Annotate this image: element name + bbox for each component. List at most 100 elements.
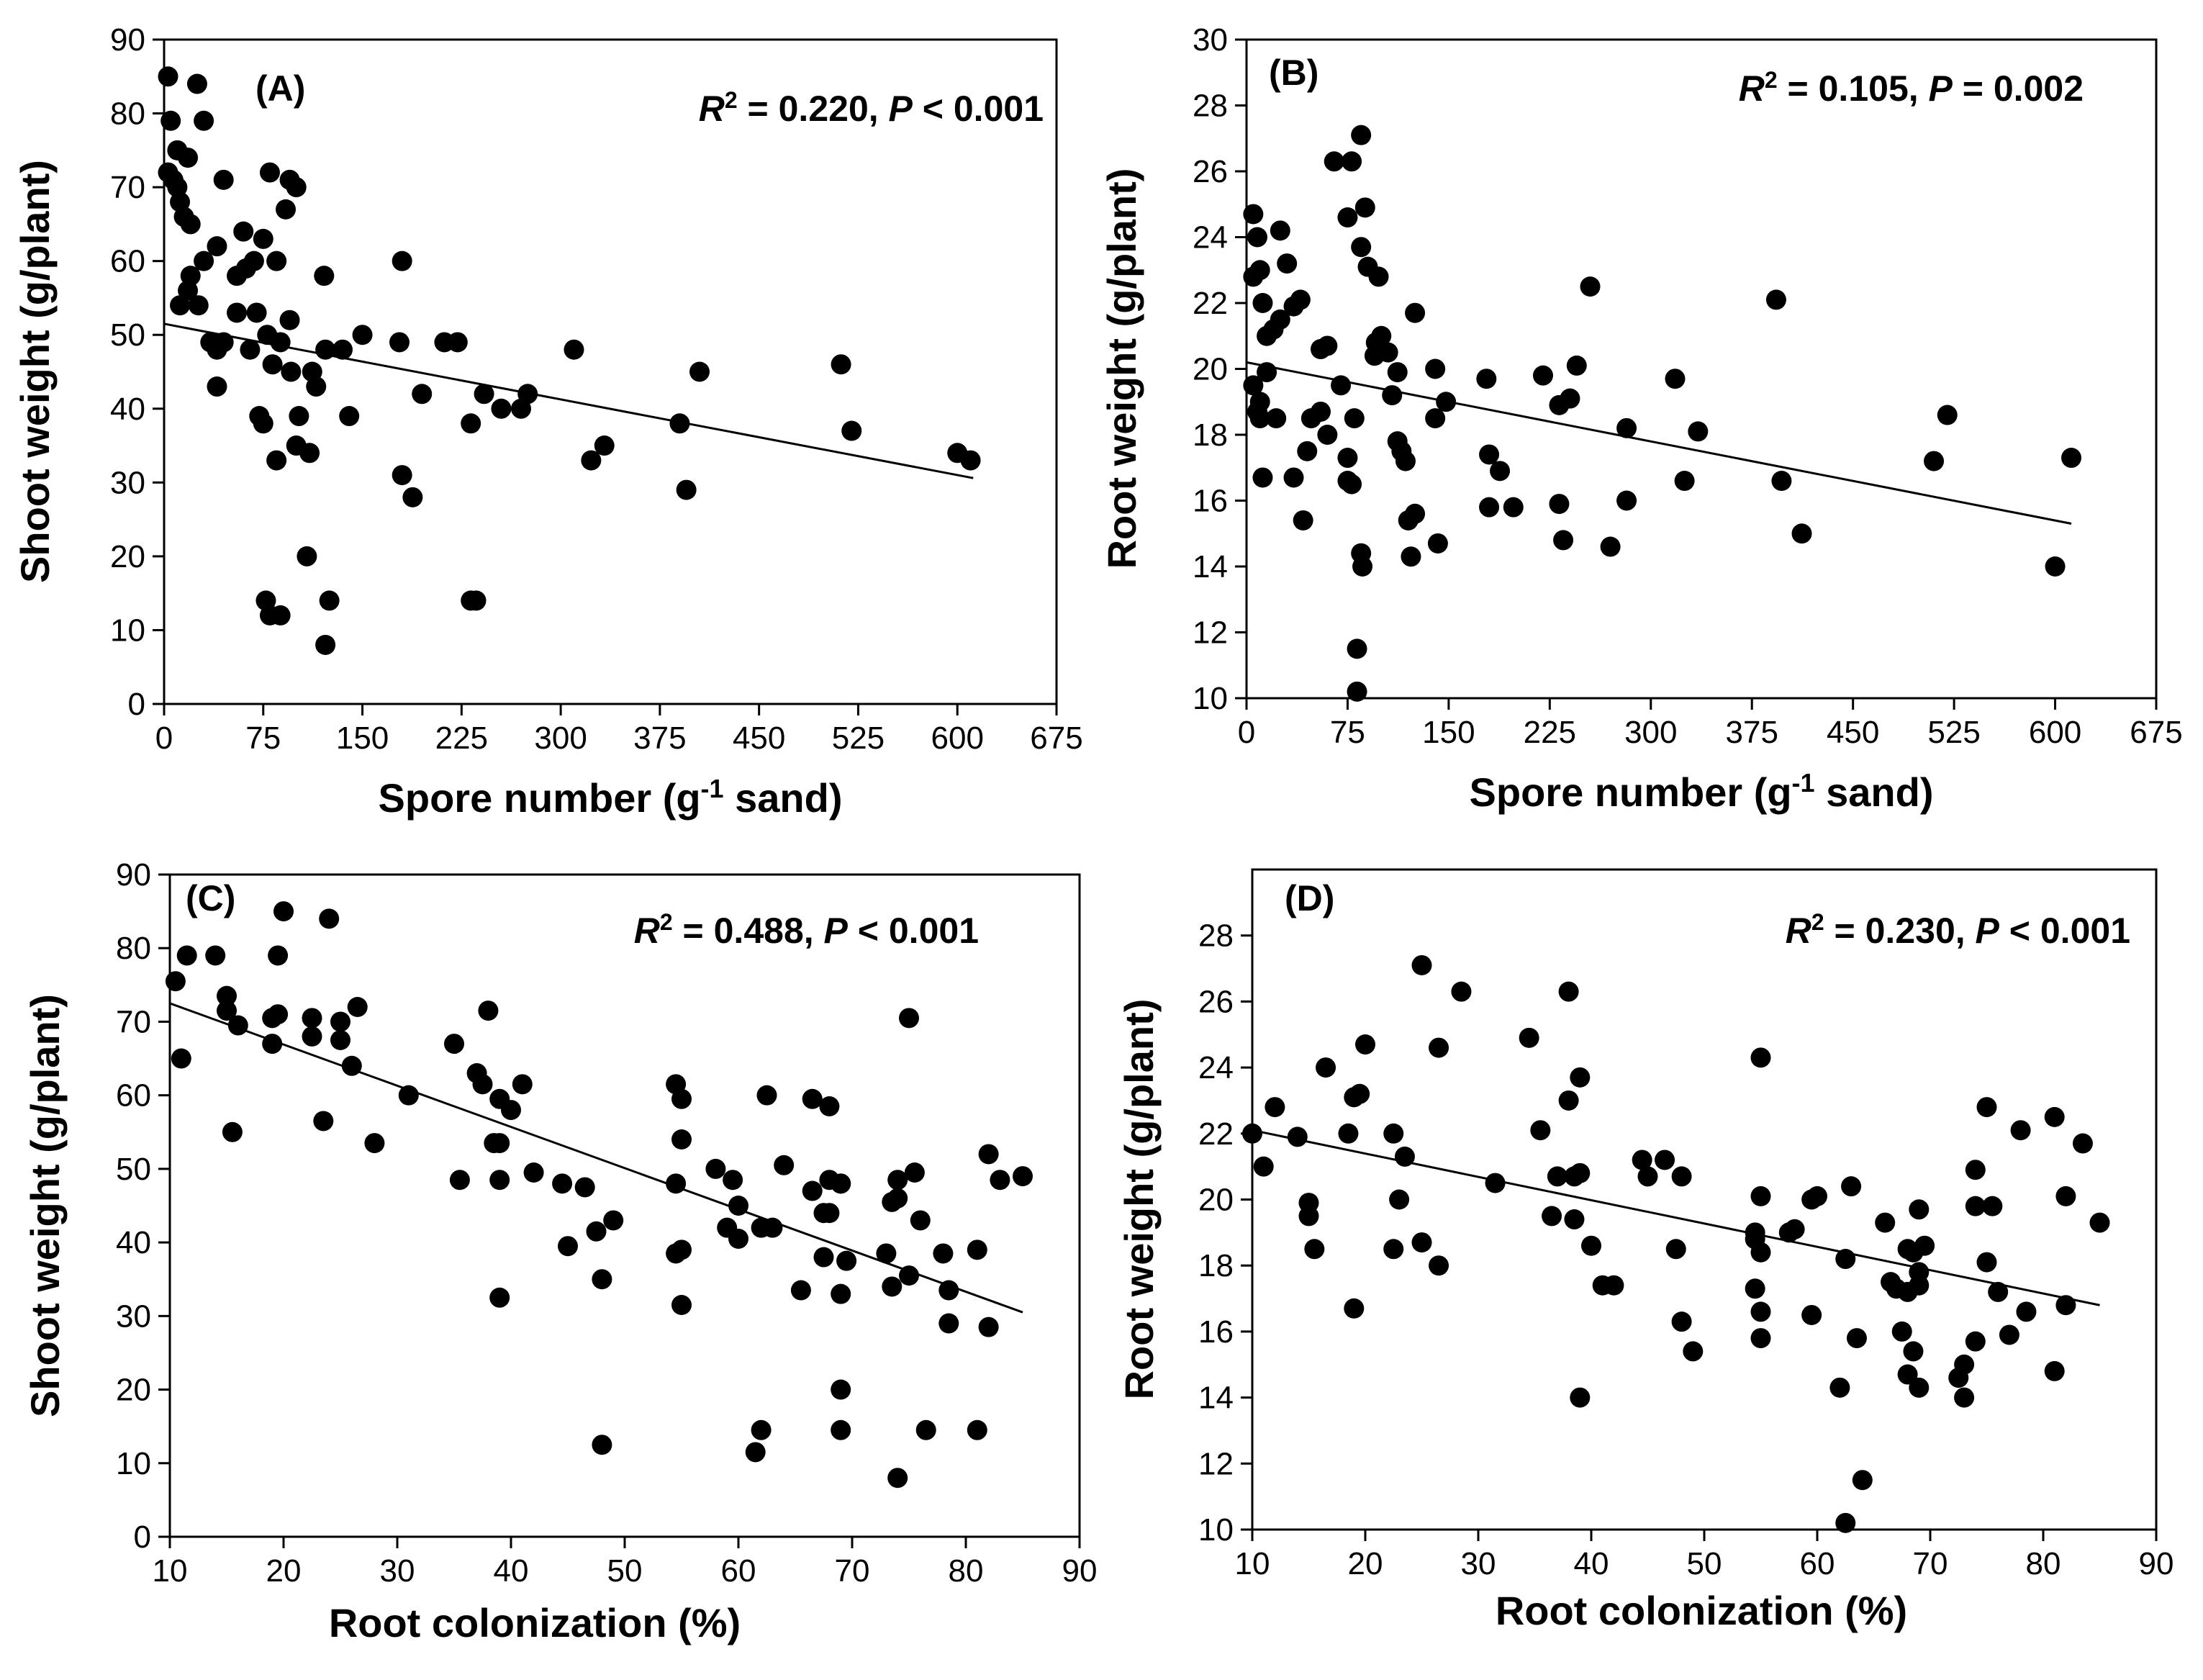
x-tick-label: 10	[1235, 1546, 1270, 1581]
data-point	[2044, 1360, 2065, 1381]
x-tick-label: 0	[1238, 715, 1255, 750]
data-point	[1490, 461, 1511, 482]
data-point	[339, 406, 360, 427]
data-point	[1277, 253, 1298, 274]
data-point	[1784, 1219, 1805, 1239]
data-point	[819, 1096, 840, 1116]
data-point	[1570, 1067, 1591, 1088]
data-point	[1852, 1470, 1873, 1491]
x-tick-label: 150	[1422, 715, 1475, 750]
data-point	[1395, 451, 1416, 471]
x-tick-label: 300	[1624, 715, 1677, 750]
data-point	[392, 250, 412, 271]
data-point	[1665, 369, 1686, 389]
y-tick-label: 18	[1193, 417, 1228, 453]
data-point	[1382, 385, 1403, 406]
data-point	[960, 450, 981, 471]
x-tick-label: 225	[1524, 715, 1576, 750]
y-tick-label: 20	[110, 539, 145, 574]
data-point	[1013, 1166, 1033, 1187]
data-point	[1566, 355, 1587, 376]
data-point	[178, 280, 199, 301]
x-tick-label: 375	[633, 721, 686, 756]
data-point	[1547, 1166, 1568, 1187]
data-point	[501, 1100, 521, 1121]
data-point	[246, 302, 267, 323]
x-axis-label: Root colonization (%)	[1496, 1588, 1907, 1633]
data-point	[1242, 1123, 1262, 1144]
data-point	[1347, 681, 1367, 702]
data-point	[1352, 556, 1373, 577]
data-point	[1371, 325, 1392, 346]
data-point	[299, 443, 320, 464]
y-tick-label: 18	[1198, 1248, 1234, 1283]
data-point	[1637, 1166, 1658, 1187]
x-tick-label: 40	[1574, 1546, 1609, 1581]
stats-annotation: R2 = 0.488, P < 0.001	[634, 909, 979, 951]
y-tick-label: 50	[116, 1152, 151, 1187]
data-point	[341, 1055, 362, 1076]
data-point	[1266, 408, 1287, 429]
data-point	[1401, 546, 1421, 567]
data-point	[1427, 533, 1448, 554]
data-point	[2044, 1106, 2065, 1127]
data-point	[1530, 1120, 1551, 1141]
data-point	[1519, 1027, 1539, 1048]
data-point	[1252, 293, 1273, 313]
data-point	[398, 1085, 419, 1106]
regression-line	[163, 322, 974, 479]
data-point	[352, 325, 373, 346]
x-tick-label: 300	[534, 721, 587, 756]
y-tick-label: 10	[110, 613, 145, 648]
x-tick-label: 50	[1687, 1546, 1722, 1581]
data-point	[1903, 1341, 1924, 1362]
data-point	[1338, 1123, 1359, 1144]
y-tick-label: 12	[1193, 615, 1228, 651]
data-point	[1553, 530, 1574, 551]
data-point	[1988, 1281, 2009, 1302]
y-tick-label: 90	[110, 22, 145, 58]
data-point	[1344, 1298, 1365, 1319]
y-tick-label: 10	[116, 1446, 151, 1481]
data-point	[876, 1243, 897, 1264]
data-point	[1252, 467, 1273, 488]
y-tick-label: 20	[116, 1373, 151, 1408]
data-point	[1542, 1206, 1562, 1227]
data-point	[1982, 1196, 2003, 1216]
data-point	[523, 1162, 544, 1183]
data-point	[1600, 536, 1621, 557]
data-point	[217, 1001, 237, 1021]
data-point	[967, 1239, 987, 1260]
data-point	[240, 339, 261, 360]
data-point	[1891, 1321, 1912, 1342]
data-point	[603, 1210, 624, 1231]
x-tick-label: 150	[336, 721, 389, 756]
y-tick-label: 10	[1193, 681, 1228, 716]
data-point	[2010, 1120, 2031, 1141]
data-point	[266, 250, 287, 271]
data-point	[213, 169, 234, 190]
data-point	[1425, 358, 1446, 379]
data-point	[1875, 1212, 1896, 1233]
data-point	[1745, 1278, 1765, 1299]
data-point	[253, 228, 273, 249]
data-point	[466, 590, 487, 611]
x-tick-label: 20	[1348, 1546, 1383, 1581]
x-tick-label: 375	[1726, 715, 1778, 750]
y-tick-label: 14	[1198, 1381, 1234, 1416]
data-point	[268, 945, 289, 966]
data-point	[205, 945, 226, 966]
regression-line	[169, 1002, 1023, 1314]
y-tick-label: 16	[1193, 484, 1228, 519]
data-point	[1846, 1328, 1867, 1349]
data-point	[1337, 207, 1358, 228]
data-point	[990, 1170, 1010, 1191]
x-tick-label: 450	[1827, 715, 1879, 750]
y-tick-label: 28	[1193, 89, 1228, 124]
data-point	[2055, 1295, 2076, 1316]
data-point	[813, 1247, 834, 1268]
data-point	[249, 406, 270, 427]
data-point	[1937, 405, 1958, 425]
plot-frame	[168, 873, 1081, 1538]
y-tick-label: 70	[116, 1004, 151, 1039]
